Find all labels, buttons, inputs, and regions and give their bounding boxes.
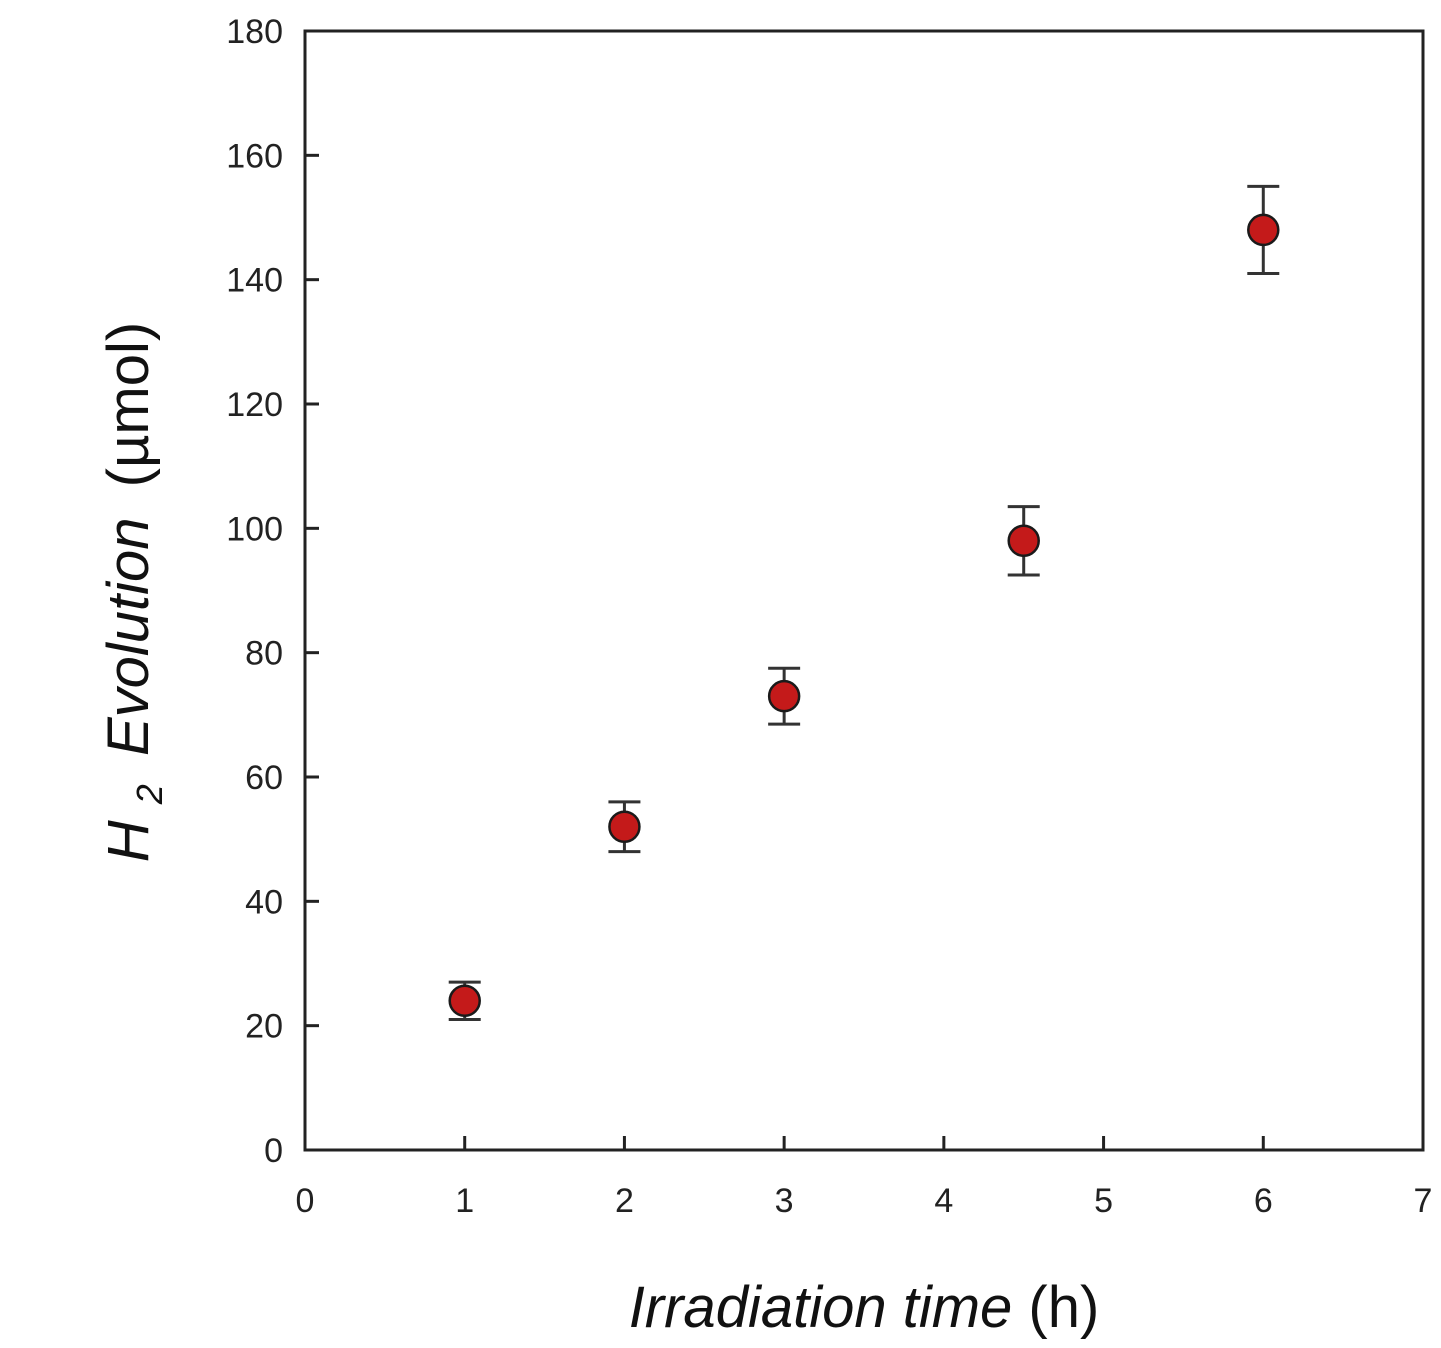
y-tick-label: 40 [245,883,283,921]
data-point [1007,524,1040,558]
data-point [448,984,481,1018]
y-axis-title-prefix: H [96,820,161,862]
x-axis-unit: (h) [1028,1275,1099,1340]
y-tick-label: 60 [245,759,283,797]
data-point [767,679,801,713]
x-tick-label: 7 [1414,1182,1433,1220]
plot-frame [303,29,1425,1152]
x-tick-label: 5 [1094,1182,1113,1220]
x-tick-label: 1 [455,1182,474,1220]
x-tick-label: 0 [296,1182,315,1220]
y-tick-label: 180 [226,13,283,51]
x-axis-title: Irradiation time (h) [629,1275,1100,1340]
data-point-group [448,980,481,1021]
y-tick-label: 80 [245,635,283,673]
data-point-group [1247,184,1280,275]
data-point-group [767,666,801,726]
x-tick-label: 4 [934,1182,953,1220]
y-tick-label: 140 [226,262,283,300]
data-point [1247,213,1280,247]
data-point [608,810,641,843]
x-tick-label: 2 [615,1182,634,1220]
y-tick-label: 100 [226,510,283,548]
data-point-group [608,800,641,854]
x-tick-label: 3 [775,1182,794,1220]
x-tick-label: 6 [1254,1182,1273,1220]
x-axis-title-main: Irradiation time [629,1275,1013,1340]
y-axis-unit: (µmol) [96,322,161,488]
y-axis-ticks: 0 20 40 60 80 100 120 140 160 180 [226,13,319,1170]
x-axis-ticks: 0 1 2 3 4 5 6 7 [296,1136,1433,1220]
y-axis-title-main: Evolution [96,517,161,756]
y-tick-label: 160 [226,137,283,175]
y-tick-label: 0 [264,1132,283,1170]
y-axis-title-subscript: 2 [129,784,170,805]
y-tick-label: 120 [226,386,283,424]
data-point-group [1007,505,1040,577]
data-points [448,184,1280,1021]
y-tick-label: 20 [245,1008,283,1046]
y-axis-title: H 2 Evolution (µmol) [96,322,175,862]
